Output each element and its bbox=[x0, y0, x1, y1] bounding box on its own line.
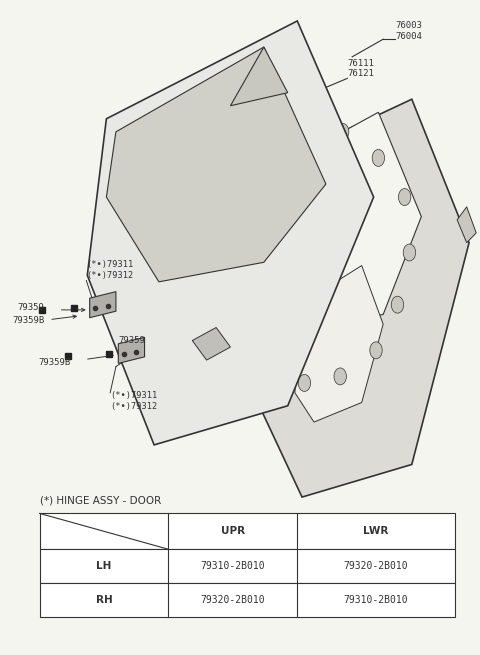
Text: 79359: 79359 bbox=[118, 336, 145, 345]
Circle shape bbox=[370, 342, 382, 359]
Text: RH: RH bbox=[96, 595, 112, 605]
Polygon shape bbox=[90, 291, 116, 318]
Circle shape bbox=[298, 149, 311, 166]
Bar bbox=[39, 583, 455, 617]
Circle shape bbox=[275, 348, 287, 365]
Polygon shape bbox=[226, 99, 469, 497]
Circle shape bbox=[403, 244, 416, 261]
Polygon shape bbox=[295, 265, 383, 422]
Circle shape bbox=[298, 375, 311, 392]
Text: 79310-2B010: 79310-2B010 bbox=[201, 561, 265, 571]
Text: 79359B: 79359B bbox=[38, 358, 71, 367]
Text: 76111
76121: 76111 76121 bbox=[348, 59, 374, 79]
Circle shape bbox=[270, 290, 282, 307]
Text: 79320-2B010: 79320-2B010 bbox=[201, 595, 265, 605]
Text: 79320-2B010: 79320-2B010 bbox=[344, 561, 408, 571]
Text: LWR: LWR bbox=[363, 527, 389, 536]
Text: LH: LH bbox=[96, 561, 112, 571]
Polygon shape bbox=[87, 21, 373, 445]
Polygon shape bbox=[118, 337, 144, 364]
Polygon shape bbox=[230, 47, 288, 105]
Text: (*) HINGE ASSY - DOOR: (*) HINGE ASSY - DOOR bbox=[39, 496, 161, 506]
Circle shape bbox=[398, 189, 411, 206]
Text: (*•)79311
(*•)79312: (*•)79311 (*•)79312 bbox=[86, 261, 133, 280]
Polygon shape bbox=[269, 112, 421, 328]
Circle shape bbox=[336, 123, 349, 140]
Text: 76003
76004: 76003 76004 bbox=[395, 21, 422, 41]
Circle shape bbox=[275, 228, 287, 245]
Circle shape bbox=[391, 296, 404, 313]
Text: UPR: UPR bbox=[221, 527, 245, 536]
Text: 79310-2B010: 79310-2B010 bbox=[344, 595, 408, 605]
Polygon shape bbox=[107, 47, 326, 282]
Text: 79359: 79359 bbox=[17, 303, 44, 312]
Circle shape bbox=[334, 368, 347, 385]
Text: (*•)79311
(*•)79312: (*•)79311 (*•)79312 bbox=[110, 392, 157, 411]
Polygon shape bbox=[457, 207, 476, 243]
Bar bbox=[39, 550, 455, 583]
Polygon shape bbox=[192, 328, 230, 360]
Circle shape bbox=[372, 149, 384, 166]
Bar bbox=[39, 514, 455, 550]
Text: 79359B: 79359B bbox=[12, 316, 44, 326]
